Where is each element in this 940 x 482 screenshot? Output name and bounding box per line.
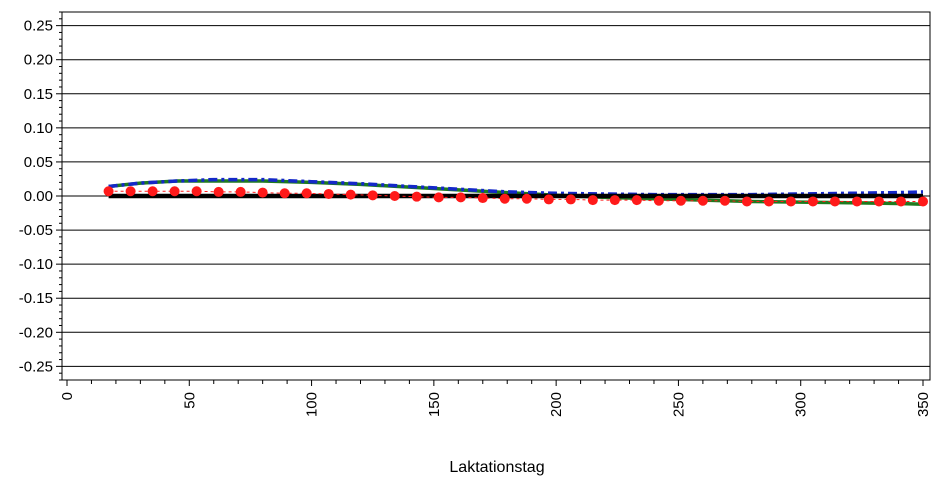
red-series-point [807, 196, 818, 207]
red-series-point [873, 196, 884, 207]
red-series-point [367, 190, 378, 201]
y-tick-label: 0.15 [24, 86, 53, 103]
red-series-point [565, 194, 576, 205]
x-tick-label: 300 [793, 392, 810, 417]
x-tick-label: 250 [670, 392, 687, 417]
y-tick-label: -0.15 [19, 290, 53, 307]
y-tick-label: 0.10 [24, 120, 53, 137]
red-series-point [895, 196, 906, 207]
red-series-point [741, 196, 752, 207]
y-tick-label: 0.20 [24, 52, 53, 69]
red-series-point [235, 186, 246, 197]
red-series-point [719, 195, 730, 206]
y-axis: 0.25 0.20 0.15 0.10 0.05 0.00 -0.05 -0.10 -0.15 -… [19, 11, 62, 381]
x-tick-label: 350 [915, 392, 932, 417]
red-series-point [389, 191, 400, 201]
y-tick-label: 0.05 [24, 154, 53, 171]
x-axis: 0 50 100 150 200 250 300 350 [59, 380, 932, 417]
grid-lines [62, 25, 930, 367]
red-series-point [455, 192, 466, 203]
series-layer [103, 177, 928, 207]
red-series-point [213, 186, 224, 197]
x-axis-label: Laktationstag [449, 459, 544, 476]
y-tick-label: -0.05 [19, 222, 53, 239]
red-series-point [675, 195, 686, 206]
red-series-point [851, 196, 862, 207]
red-series-point [125, 186, 136, 197]
red-series-point [301, 188, 312, 199]
red-series-point [103, 186, 114, 197]
red-series-point [521, 193, 532, 204]
x-tick-label: 0 [59, 392, 76, 400]
red-series-point [257, 187, 268, 198]
y-tick-label: -0.20 [19, 324, 53, 341]
x-tick-label: 100 [304, 392, 321, 417]
red-series-point [279, 188, 290, 199]
red-series-point [433, 192, 444, 203]
red-series-point [191, 186, 202, 197]
red-series-point [345, 189, 356, 200]
red-series-point [147, 186, 158, 197]
red-series-point [785, 196, 796, 207]
red-series-point [169, 186, 180, 197]
x-tick-label: 50 [181, 392, 198, 409]
red-series-point [543, 194, 554, 205]
red-series-point [631, 195, 642, 206]
x-tick-label: 200 [548, 392, 565, 417]
red-series-point [763, 196, 774, 207]
red-series-point [697, 195, 708, 206]
y-tick-label: -0.10 [19, 256, 53, 273]
red-series-point [829, 196, 840, 207]
red-series-point [477, 193, 488, 204]
y-tick-label: 0.00 [24, 188, 53, 205]
red-series-point [499, 193, 510, 204]
y-tick-label: 0.25 [24, 18, 53, 35]
red-series-point [609, 195, 620, 206]
series-line-blue-series [108, 177, 924, 197]
red-series-point [918, 196, 928, 207]
red-series-point [323, 188, 334, 199]
y-tick-label: -0.25 [19, 358, 53, 375]
red-series-point [653, 195, 664, 206]
red-series-point [587, 195, 598, 206]
red-series-point [411, 191, 422, 202]
x-tick-label: 150 [426, 392, 443, 417]
